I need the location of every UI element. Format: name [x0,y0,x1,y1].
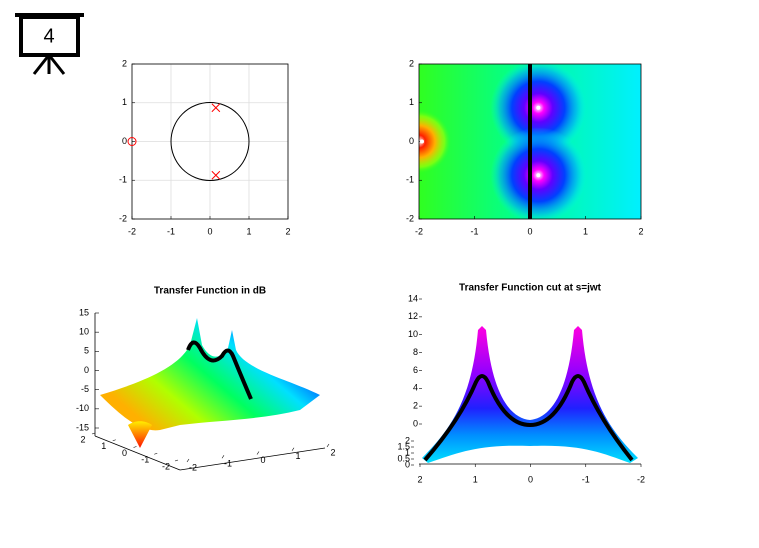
x-tick-label: 2 [330,447,335,457]
y2-tick-label: 0.5 [397,453,410,463]
pole-marker-stroke [211,103,221,113]
z-tick-label: -10 [76,403,89,413]
axis-line [179,447,326,471]
z-tick-label: 0 [84,365,89,375]
y-tick-label: 1 [101,441,106,451]
x-tick-label: 2 [285,226,290,236]
x-tick-label: 0 [528,474,533,484]
surface [422,326,638,463]
pole-marker [536,173,541,178]
x-tick-label: 0 [207,226,212,236]
x-tick-label: -2 [637,474,645,484]
y-tick-label: 0 [122,448,127,458]
y-tick-label: -2 [406,213,414,223]
pole-marker [536,105,541,110]
x-tick-label: -1 [582,474,590,484]
y2-tick-label: 1.5 [397,441,410,451]
tick-mark [326,443,330,448]
z-tick-label: 10 [79,327,89,337]
tick-mark [112,439,116,442]
icon-leg [32,54,51,75]
y-tick-label: 2 [413,401,418,411]
y-tick-label: 6 [413,365,418,375]
heatmap-glow [419,109,451,174]
tick-mark [91,432,96,435]
tick-mark [256,451,260,455]
heatmap-glow [490,64,587,156]
x-tick-label: -1 [470,226,478,236]
x-tick-label: -2 [128,226,136,236]
heatmap-glow [490,127,587,219]
cut-curve [423,374,634,462]
tick-mark [291,447,295,451]
y-tick-label: 1 [122,97,127,107]
chart-title: Transfer Function in dB [154,286,266,297]
zero-marker [420,139,424,144]
y-tick-label: 10 [408,329,418,339]
tick-mark [186,458,190,463]
y-tick-label: 0 [122,136,127,146]
x-tick-label: -1 [167,226,175,236]
x-tick-label: 2 [638,226,643,236]
x-tick-label: 1 [246,226,251,236]
tick-mark [154,452,158,455]
y-tick-label: 8 [413,347,418,357]
zero-marker [127,137,137,146]
y2-tick-label: 0 [405,459,410,469]
y-tick-label: 2 [80,434,85,444]
x-tick-label: -2 [189,462,197,472]
z-tick-label: -15 [76,422,89,432]
axis-line [94,435,181,471]
y-tick-label: -1 [406,175,414,185]
x-tick-label: 0 [260,455,265,465]
y-tick-label: 1 [409,97,414,107]
y-tick-label: 4 [413,383,418,393]
icon-leg [47,54,66,75]
heatmap [419,64,641,219]
chart-title: Transfer Function cut at s=jwt [459,283,602,294]
x-tick-label: -1 [224,459,232,469]
y-tick-label: -1 [141,455,149,465]
surface [100,318,320,431]
x-tick-label: 1 [583,226,588,236]
x-tick-label: 0 [527,226,532,236]
y-tick-label: -1 [119,175,127,185]
surface-dip [128,421,152,448]
x-tick-label: -2 [415,226,423,236]
y-tick-label: -2 [119,213,127,223]
tick-mark [174,459,179,462]
plot-frame [418,63,642,220]
y-tick-label: 0 [409,136,414,146]
y2-tick-label: 2 [405,435,410,445]
y-tick-label: 0 [413,418,418,428]
z-tick-label: 15 [79,307,89,317]
z-tick-label: 5 [84,346,89,356]
pole-marker-stroke [211,170,221,180]
x-tick-label: 1 [473,474,478,484]
cut-curve [186,340,253,400]
z-tick-label: -5 [81,384,89,394]
tick-mark [133,446,137,448]
icon-label: 4 [43,25,54,47]
y2-tick-label: 1 [405,447,410,457]
pole-marker [211,103,221,113]
plot-frame [131,63,289,220]
y-tick-label: 12 [408,311,418,321]
slide-icon[interactable]: 4 [15,13,84,75]
x-tick-label: 1 [295,451,300,461]
y-tick-label: 2 [409,58,414,68]
tick-mark [221,455,225,459]
unit-circle [170,102,250,181]
y-tick-label: -2 [162,461,170,471]
y-tick-label: 14 [408,293,418,303]
x-tick-label: 2 [417,474,422,484]
y-tick-label: 2 [122,58,127,68]
pole-marker [211,170,221,180]
